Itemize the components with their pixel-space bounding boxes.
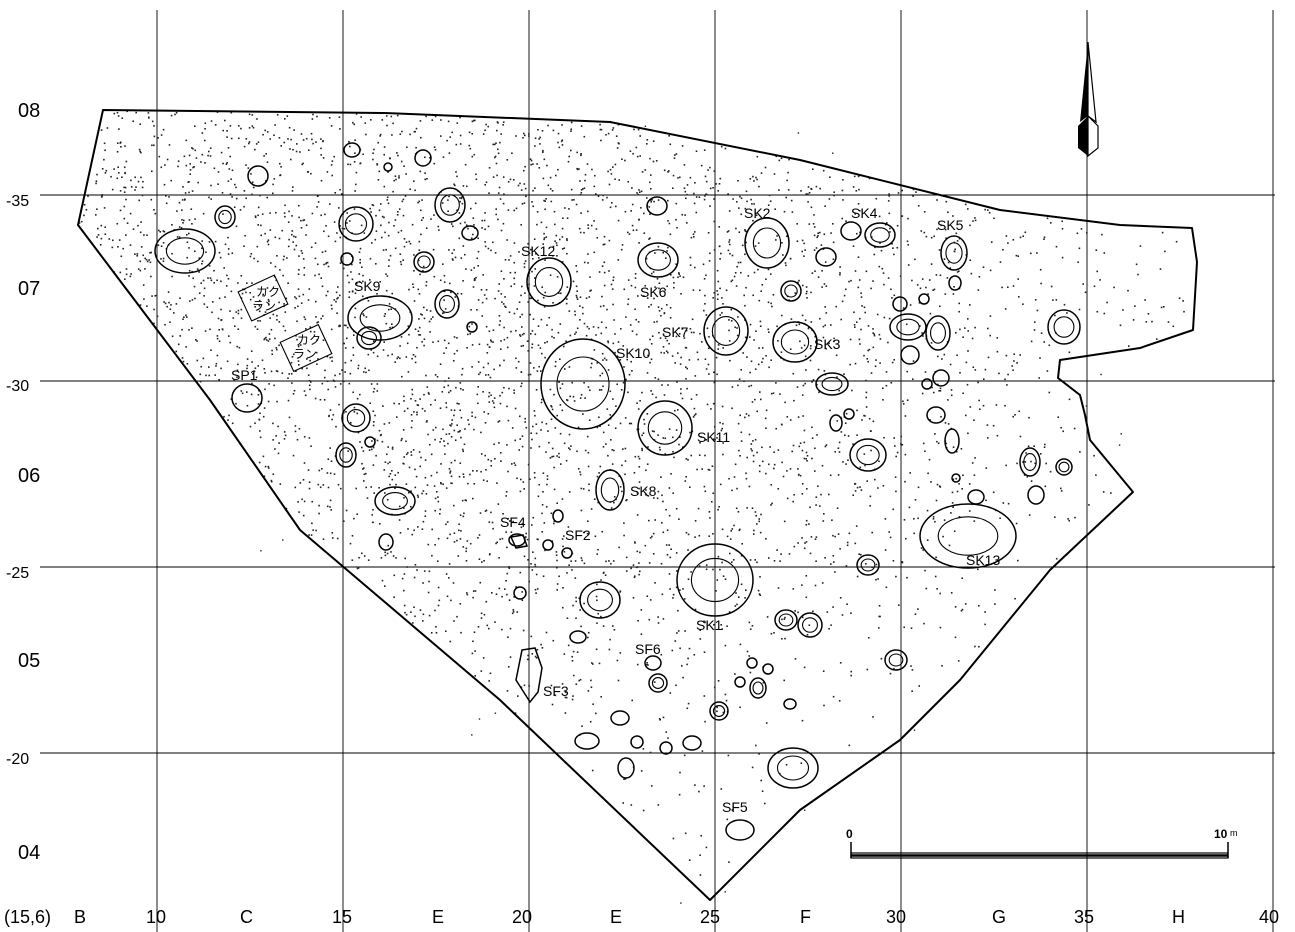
scale-bar: 0 10 m bbox=[846, 827, 1238, 859]
row-label-04: 04 bbox=[18, 842, 40, 864]
column-label-8: 25 bbox=[700, 907, 720, 927]
column-label-7: E bbox=[610, 907, 622, 927]
feature-label-sk13: SK13 bbox=[966, 552, 1000, 568]
disturbance-area-2: カク ラン bbox=[279, 323, 333, 373]
feature-label-sk6: SK6 bbox=[640, 284, 667, 300]
survey-grid bbox=[40, 10, 1275, 932]
feature-label-sk4: SK4 bbox=[851, 205, 878, 221]
feature-label-sk7: SK7 bbox=[662, 324, 689, 340]
pit-outlines bbox=[154, 142, 1081, 841]
column-label-5: E bbox=[432, 907, 444, 927]
row-label-05: 05 bbox=[18, 650, 40, 672]
feature-label-sk2: SK2 bbox=[744, 205, 771, 221]
column-label-4: 15 bbox=[332, 907, 352, 927]
feature-label-sk12: SK12 bbox=[521, 243, 555, 259]
column-label-6: 20 bbox=[512, 907, 532, 927]
feature-label-sk11: SK11 bbox=[697, 429, 730, 445]
disturbance-label-1b: ラン bbox=[252, 299, 276, 313]
column-label-11: G bbox=[992, 907, 1006, 927]
disturbance-label-1a: カク bbox=[256, 285, 280, 299]
feature-label-sp1: SP1 bbox=[231, 367, 258, 383]
feature-label-sk3: SK3 bbox=[814, 336, 841, 352]
feature-label-sk9: SK9 bbox=[354, 278, 381, 294]
row-label-06: 06 bbox=[18, 465, 40, 487]
column-label-12: 35 bbox=[1074, 907, 1094, 927]
column-label-13: H bbox=[1172, 907, 1185, 927]
feature-label-sf2: SF2 bbox=[565, 527, 591, 543]
row-label-08: 08 bbox=[18, 100, 40, 122]
excavation-boundary bbox=[77, 109, 1198, 901]
artifact-scatter-dots bbox=[78, 110, 1185, 904]
scale-bar-start: 0 bbox=[846, 827, 853, 841]
feature-label-sk8: SK8 bbox=[630, 483, 657, 499]
row-labels: 08 -35 07 -30 06 -25 05 -20 04 bbox=[6, 100, 40, 864]
feature-label-sk5: SK5 bbox=[937, 217, 964, 233]
column-label-2: 10 bbox=[146, 907, 166, 927]
disturbance-label-2a: カク bbox=[297, 333, 321, 347]
row-label-m20: -20 bbox=[6, 751, 29, 768]
row-label-m25: -25 bbox=[6, 565, 29, 582]
feature-label-sf6: SF6 bbox=[635, 641, 661, 657]
column-label-14: 40 bbox=[1259, 907, 1279, 927]
feature-label-sf4: SF4 bbox=[500, 514, 526, 530]
feature-label-sk1: SK1 bbox=[696, 617, 723, 633]
feature-label-sk10: SK10 bbox=[616, 345, 650, 361]
disturbance-area-1: カク ラン bbox=[237, 274, 289, 322]
column-label-3: C bbox=[240, 907, 253, 927]
column-label-0: (15,6) bbox=[4, 907, 51, 927]
column-label-1: B bbox=[74, 907, 86, 927]
feature-labels: SK1 SK2 SK3 SK4 SK5 SK6 SK7 SK8 SK9 SK10… bbox=[231, 205, 1000, 815]
scale-bar-unit: m bbox=[1230, 828, 1238, 838]
scale-bar-end: 10 bbox=[1214, 827, 1228, 841]
column-label-9: F bbox=[800, 907, 811, 927]
north-arrow-icon bbox=[1078, 41, 1099, 158]
row-label-m35: -35 bbox=[6, 193, 29, 210]
column-label-10: 30 bbox=[886, 907, 906, 927]
feature-label-sf5: SF5 bbox=[722, 799, 748, 815]
disturbance-label-2b: ラン bbox=[293, 347, 317, 361]
row-label-07: 07 bbox=[18, 278, 40, 300]
feature-label-sf3: SF3 bbox=[543, 683, 569, 699]
column-labels: (15,6) B 10 C 15 E 20 E 25 F 30 G 35 H 40 bbox=[4, 907, 1279, 927]
row-label-m30: -30 bbox=[6, 378, 29, 395]
